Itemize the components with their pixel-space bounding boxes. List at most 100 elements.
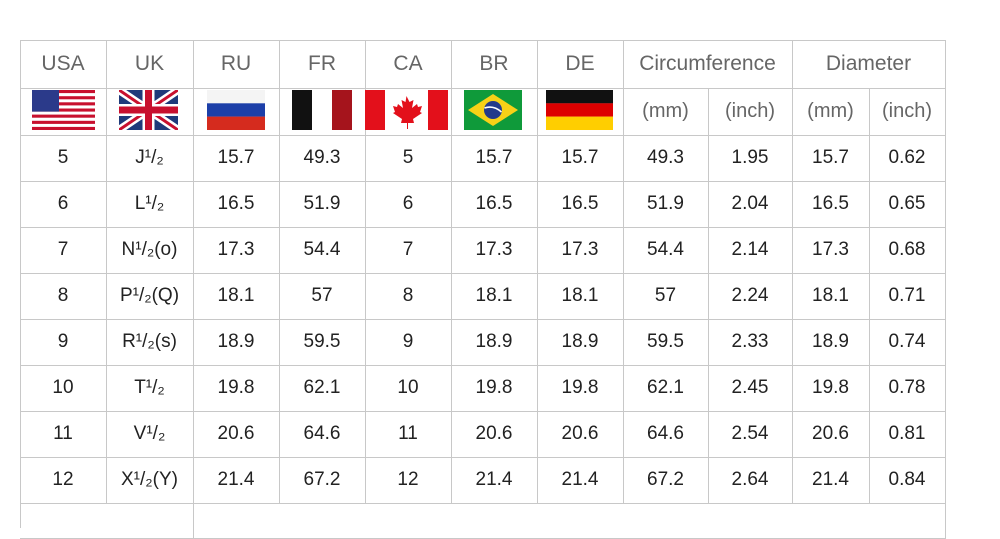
table-cell: P¹/₂(Q) <box>106 273 194 320</box>
column-header: FR <box>279 40 366 89</box>
table-cell: X¹/₂(Y) <box>106 457 194 504</box>
table-cell: 21.4 <box>193 457 280 504</box>
group-header: Diameter <box>792 40 946 89</box>
table-cell: 0.84 <box>869 457 946 504</box>
flag-cell <box>365 88 452 136</box>
table-cell: 0.71 <box>869 273 946 320</box>
table-cell: 16.5 <box>537 181 624 228</box>
table-cell: 5 <box>365 135 452 182</box>
table-cell: 2.24 <box>708 273 793 320</box>
table-cell: 15.7 <box>193 135 280 182</box>
table-cell: T¹/₂ <box>106 365 194 412</box>
table-cell: L¹/₂ <box>106 181 194 228</box>
table-cell: 16.5 <box>451 181 538 228</box>
unit-header: (inch) <box>869 88 946 136</box>
flag-usa <box>32 90 95 130</box>
table-cell: 62.1 <box>623 365 709 412</box>
table-cell: 64.6 <box>279 411 366 458</box>
table-cell: 16.5 <box>193 181 280 228</box>
table-cell: 2.04 <box>708 181 793 228</box>
table-cell: 19.8 <box>193 365 280 412</box>
table-cell: 17.3 <box>537 227 624 274</box>
flag-cell <box>451 88 538 136</box>
table-cell: 49.3 <box>279 135 366 182</box>
table-cell: 51.9 <box>623 181 709 228</box>
table-cell: 17.3 <box>451 227 538 274</box>
table-cell: 0.81 <box>869 411 946 458</box>
table-cell: 2.45 <box>708 365 793 412</box>
table-cell: 12 <box>365 457 452 504</box>
table-cell: 18.9 <box>537 319 624 366</box>
table-cell: 5 <box>20 135 107 182</box>
flag-de <box>546 90 613 130</box>
table-cell: 57 <box>279 273 366 320</box>
flag-ru <box>207 90 265 130</box>
table-cell: N¹/₂(o) <box>106 227 194 274</box>
table-cell: 15.7 <box>451 135 538 182</box>
flag-fr <box>292 90 352 130</box>
table-cell: 20.6 <box>451 411 538 458</box>
table-cell: 21.4 <box>792 457 870 504</box>
table-cell: 19.8 <box>792 365 870 412</box>
table-cell: 18.9 <box>193 319 280 366</box>
table-cell: 18.1 <box>193 273 280 320</box>
flag-cell <box>106 88 194 136</box>
table-cell: 6 <box>20 181 107 228</box>
table-cell: 18.9 <box>792 319 870 366</box>
table-cell: 8 <box>365 273 452 320</box>
table-cell: 15.7 <box>537 135 624 182</box>
table-cell: 49.3 <box>623 135 709 182</box>
column-header: DE <box>537 40 624 89</box>
flag-ca <box>365 90 448 130</box>
table-cell: 20.6 <box>537 411 624 458</box>
table-cell: 0.62 <box>869 135 946 182</box>
table-cell: 9 <box>365 319 452 366</box>
table-cell: 10 <box>365 365 452 412</box>
table-cell: 67.2 <box>279 457 366 504</box>
table-cell: 2.64 <box>708 457 793 504</box>
flag-cell <box>537 88 624 136</box>
table-cell: 59.5 <box>279 319 366 366</box>
flag-br <box>464 90 522 130</box>
table-cell: V¹/₂ <box>106 411 194 458</box>
table-cell: 7 <box>20 227 107 274</box>
table-cell: 16.5 <box>792 181 870 228</box>
table-cell: 54.4 <box>279 227 366 274</box>
table-cell: 8 <box>20 273 107 320</box>
table-cell: 18.1 <box>537 273 624 320</box>
table-cell: 2.54 <box>708 411 793 458</box>
flag-cell <box>193 88 280 136</box>
table-cell: 12 <box>20 457 107 504</box>
flag-uk <box>119 90 178 130</box>
table-cell: 62.1 <box>279 365 366 412</box>
size-table: 0.84 21.4 2.64 67.2 21.4 21.4 12 67.2 21.4 X¹/₂(Y… <box>20 40 946 539</box>
table-cell: 2.33 <box>708 319 793 366</box>
table-frame <box>20 40 946 528</box>
table-cell: 17.3 <box>193 227 280 274</box>
table-cell: R¹/₂(s) <box>106 319 194 366</box>
table-cell: 9 <box>20 319 107 366</box>
table-cell: 11 <box>20 411 107 458</box>
table-cell: 21.4 <box>537 457 624 504</box>
column-header: USA <box>20 40 107 89</box>
table-cell: 0.78 <box>869 365 946 412</box>
table-cell: 0.68 <box>869 227 946 274</box>
table-cell: 11 <box>365 411 452 458</box>
table-cell: 7 <box>365 227 452 274</box>
table-cell: 19.8 <box>537 365 624 412</box>
table-cell: 57 <box>623 273 709 320</box>
unit-header: (mm) <box>792 88 870 136</box>
unit-header: (mm) <box>623 88 709 136</box>
unit-header: (inch) <box>708 88 793 136</box>
table-cell: 17.3 <box>792 227 870 274</box>
table-cell: 67.2 <box>623 457 709 504</box>
table-cell: 0.65 <box>869 181 946 228</box>
table-cell: 20.6 <box>792 411 870 458</box>
table-cell: 59.5 <box>623 319 709 366</box>
table-cell: 64.6 <box>623 411 709 458</box>
table-cell: 2.14 <box>708 227 793 274</box>
table-cell: 6 <box>365 181 452 228</box>
table-cell: J¹/₂ <box>106 135 194 182</box>
column-header: UK <box>106 40 194 89</box>
table-cell: 10 <box>20 365 107 412</box>
